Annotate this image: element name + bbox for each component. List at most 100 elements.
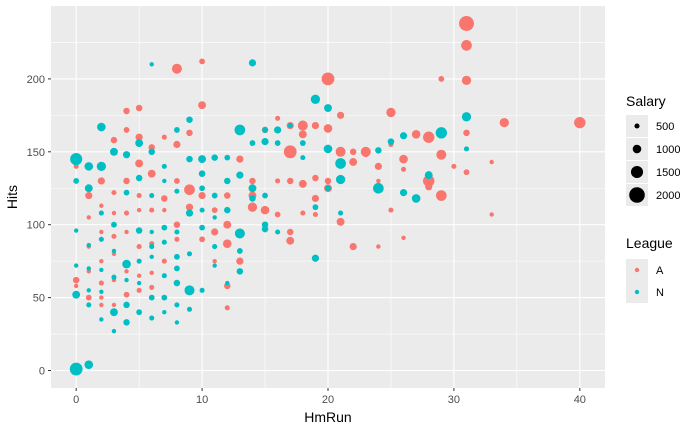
data-point-a <box>198 101 207 110</box>
data-point-a <box>438 76 445 82</box>
data-point-n <box>149 192 155 199</box>
data-point-n <box>198 155 207 164</box>
data-point-n <box>261 225 269 233</box>
data-point-a <box>451 163 457 169</box>
data-point-a <box>321 72 335 86</box>
data-point-a <box>459 16 474 31</box>
data-point-n <box>185 209 194 217</box>
data-point-a <box>123 127 130 133</box>
data-point-a <box>363 152 369 158</box>
data-point-n <box>387 138 395 145</box>
data-point-n <box>174 320 180 325</box>
data-point-n <box>123 189 130 196</box>
data-point-a <box>283 145 297 159</box>
data-point-n <box>236 268 244 275</box>
data-point-n <box>110 308 118 317</box>
data-point-n <box>224 206 231 214</box>
data-point-n <box>136 280 142 286</box>
data-point-n <box>324 104 332 113</box>
data-point-a <box>349 242 357 251</box>
data-point-a <box>435 190 447 201</box>
data-point-a <box>173 221 181 228</box>
data-point-a <box>149 270 154 276</box>
data-point-n <box>173 279 181 287</box>
data-point-n <box>338 210 344 216</box>
data-point-n <box>461 112 472 122</box>
legend-salary-label: 2000 <box>656 190 680 202</box>
data-point-n <box>149 315 155 321</box>
data-point-a <box>312 211 318 218</box>
data-point-a <box>72 276 80 284</box>
data-point-n <box>111 328 117 334</box>
data-point-n <box>248 59 257 67</box>
data-point-a <box>171 63 182 74</box>
data-point-n <box>234 228 245 239</box>
data-point-a <box>212 258 217 264</box>
x-tick-label: 0 <box>73 394 79 406</box>
data-point-a <box>300 210 306 216</box>
data-point-n <box>73 178 80 184</box>
data-point-a <box>386 107 396 118</box>
data-point-a <box>298 179 307 188</box>
data-point-n <box>399 189 408 197</box>
data-point-a <box>336 217 345 226</box>
data-point-a <box>199 58 205 65</box>
data-point-a <box>349 158 358 166</box>
data-point-a <box>336 111 345 119</box>
data-point-a <box>85 191 93 200</box>
data-point-a <box>136 244 142 250</box>
legend-salary-items: 500 1000 1500 2000 <box>626 115 680 206</box>
data-point-a <box>311 194 320 203</box>
data-point-n <box>424 171 433 180</box>
data-point-n <box>69 362 83 376</box>
legend-league: League AN <box>626 235 673 303</box>
data-point-n <box>262 127 268 133</box>
data-point-a <box>99 203 104 208</box>
data-point-n <box>123 319 130 326</box>
data-point-a <box>173 140 181 149</box>
data-point-a <box>461 75 472 86</box>
data-point-a <box>247 202 258 212</box>
legend-salary-label: 1500 <box>656 167 680 179</box>
data-point-n <box>198 170 206 177</box>
data-point-a <box>236 155 244 163</box>
data-point-a <box>98 280 104 286</box>
legend-salary-swatch <box>632 144 642 154</box>
x-axis-ticks: 0 10 20 30 40 <box>73 388 586 406</box>
data-point-n <box>149 244 155 250</box>
data-point-a <box>323 124 333 133</box>
data-point-n <box>335 158 346 169</box>
data-point-a <box>399 154 408 164</box>
data-point-a <box>111 190 117 196</box>
data-point-a <box>86 215 91 220</box>
data-point-n <box>148 294 155 301</box>
data-point-n <box>375 147 382 154</box>
data-point-n <box>110 147 118 156</box>
data-point-a <box>463 169 470 176</box>
data-point-n <box>299 140 306 146</box>
data-point-a <box>161 195 168 202</box>
data-point-n <box>186 306 193 312</box>
data-point-a <box>199 236 205 243</box>
data-point-a <box>286 177 294 185</box>
y-tick-label: 50 <box>33 293 45 305</box>
data-point-a <box>274 211 281 218</box>
data-point-n <box>111 248 117 254</box>
data-point-n <box>84 360 94 369</box>
data-point-a <box>123 210 130 216</box>
data-point-n <box>161 224 168 231</box>
legend-league-items: AN <box>626 259 664 303</box>
data-point-n <box>287 123 293 129</box>
data-point-n <box>411 194 421 203</box>
data-point-a <box>401 235 406 241</box>
data-point-a <box>260 205 270 215</box>
data-point-n <box>97 122 106 132</box>
data-point-n <box>96 161 107 172</box>
data-point-n <box>186 251 193 257</box>
data-point-n <box>86 242 91 248</box>
data-point-a <box>425 183 433 191</box>
data-point-n <box>275 229 281 235</box>
legend-salary-swatch <box>630 165 644 179</box>
data-point-a <box>423 131 435 143</box>
data-point-n <box>249 140 256 146</box>
